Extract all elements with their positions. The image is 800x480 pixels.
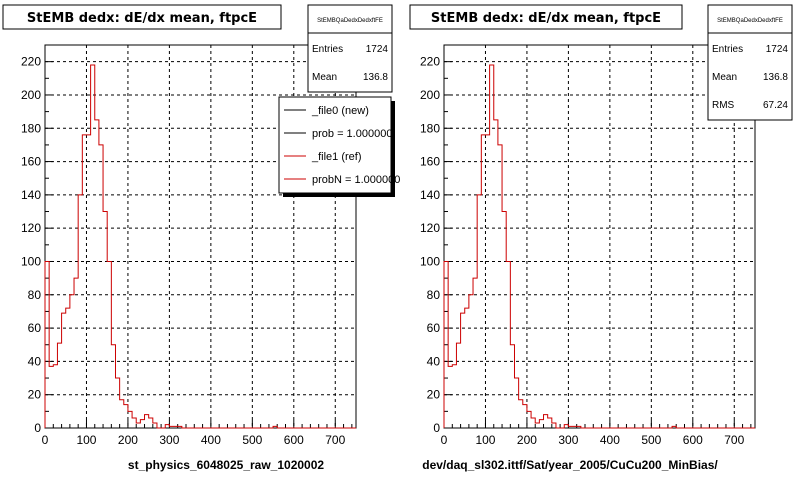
plot-area: [444, 45, 755, 428]
legend-entry-file0: _file0 (new): [311, 105, 369, 117]
chart-title: StEMB dedx: dE/dx mean, ftpcE: [27, 11, 257, 26]
y-tick-label: 40: [427, 354, 441, 368]
title-box: StEMB dedx: dE/dx mean, ftpcE: [409, 4, 683, 30]
legend-entry-file1: _file1 (ref): [311, 151, 362, 163]
y-tick-label: 220: [420, 55, 440, 69]
x-tick-label: 400: [201, 433, 221, 447]
y-tick-label: 200: [21, 88, 41, 102]
stats-entries-label: Entries: [312, 44, 343, 55]
stats-title: StEMBQaDedxDedxftFE: [717, 18, 783, 24]
x-tick-label: 700: [325, 433, 345, 447]
chart-title: StEMB dedx: dE/dx mean, ftpcE: [431, 11, 661, 26]
y-tick-label: 220: [21, 55, 41, 69]
title-box: StEMB dedx: dE/dx mean, ftpcE: [2, 4, 282, 30]
y-tick-label: 0: [34, 421, 41, 435]
stats-rms-value: 67.24: [763, 100, 788, 111]
stats-entries-label: Entries: [712, 44, 743, 55]
y-tick-label: 80: [28, 288, 42, 302]
x-tick-label: 600: [284, 433, 304, 447]
x-tick-label: 600: [683, 433, 703, 447]
x-tick-label: 300: [558, 433, 578, 447]
y-tick-label: 60: [427, 321, 441, 335]
x-tick-label: 100: [76, 433, 96, 447]
x-tick-label: 200: [517, 433, 537, 447]
y-tick-label: 60: [28, 321, 42, 335]
x-tick-label: 500: [242, 433, 262, 447]
y-tick-label: 180: [21, 121, 41, 135]
x-tick-label: 0: [42, 433, 49, 447]
y-tick-label: 180: [420, 121, 440, 135]
x-tick-label: 500: [641, 433, 661, 447]
y-tick-label: 160: [21, 155, 41, 169]
legend-entry-prob: prob = 1.000000: [312, 128, 392, 140]
y-tick-label: 100: [420, 254, 440, 268]
x-tick-label: 200: [118, 433, 138, 447]
footer-label: st_physics_6048025_raw_1020002: [128, 458, 324, 472]
x-tick-label: 0: [441, 433, 448, 447]
x-tick-label: 300: [159, 433, 179, 447]
y-tick-label: 140: [420, 188, 440, 202]
y-tick-label: 100: [21, 254, 41, 268]
histogram-line: [443, 64, 755, 429]
x-tick-label: 700: [724, 433, 744, 447]
y-tick-label: 160: [420, 155, 440, 169]
x-tick-label: 400: [600, 433, 620, 447]
y-tick-label: 0: [433, 421, 440, 435]
stats-box: StEMBQaDedxDedxftFE Entries 1724 Mean 13…: [307, 4, 393, 93]
histogram-left-svg: StEMB dedx: dE/dx mean, ftpcE 0 100 200 300…: [2, 4, 400, 472]
stats-entries-value: 1724: [366, 44, 389, 55]
stats-entries-value: 1724: [766, 44, 789, 55]
stats-mean-label: Mean: [312, 72, 337, 83]
stats-rms-label: RMS: [712, 100, 735, 111]
stats-box: StEMBQaDedxDedxftFE Entries 1724 Mean 13…: [707, 4, 793, 121]
y-tick-label: 120: [420, 221, 440, 235]
y-tick-label: 40: [28, 354, 42, 368]
y-tick-label: 20: [427, 388, 441, 402]
stats-title: StEMBQaDedxDedxftFE: [317, 18, 383, 24]
legend: _file0 (new) prob = 1.000000 _file1 (ref…: [278, 96, 400, 197]
histogram-panel-right: StEMB dedx: dE/dx mean, ftpcE 0 100 200 300…: [400, 0, 800, 480]
histogram-panel-left: StEMB dedx: dE/dx mean, ftpcE 0 100 200 300…: [2, 4, 400, 472]
x-tick-label: 100: [475, 433, 495, 447]
legend-entry-probN: probN = 1.000000: [312, 174, 400, 186]
stats-mean-value: 136.8: [763, 72, 788, 83]
stats-mean-value: 136.8: [363, 72, 388, 83]
y-tick-label: 140: [21, 188, 41, 202]
stats-mean-label: Mean: [712, 72, 737, 83]
y-tick-label: 20: [28, 388, 42, 402]
histogram-line: [44, 64, 356, 429]
y-tick-label: 80: [427, 288, 441, 302]
histogram-right-svg: StEMB dedx: dE/dx mean, ftpcE 0 100 200 300…: [409, 4, 793, 472]
footer-label: dev/daq_sl302.ittf/Sat/year_2005/CuCu200…: [422, 458, 718, 472]
y-tick-label: 200: [420, 88, 440, 102]
y-tick-label: 120: [21, 221, 41, 235]
